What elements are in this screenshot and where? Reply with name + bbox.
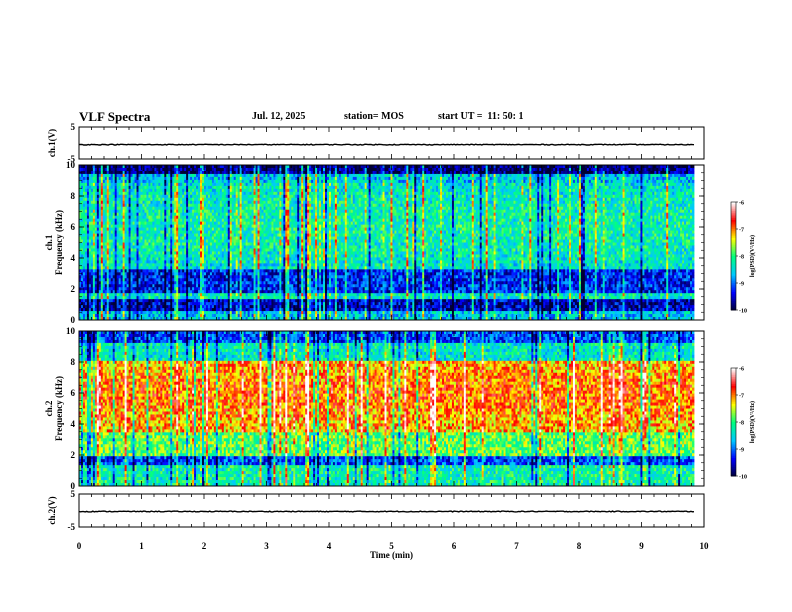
colorbar-tick-label: -6 bbox=[739, 201, 744, 207]
y-tick-label: 6 bbox=[71, 388, 76, 398]
colorbar-tick-label: -7 bbox=[739, 228, 744, 234]
colorbar-tick-label: -10 bbox=[739, 309, 747, 315]
x-tick-label: 8 bbox=[577, 541, 582, 551]
y-tick-label: 4 bbox=[71, 419, 76, 429]
y-tick-label: 8 bbox=[71, 357, 76, 367]
y-axis-label: Frequency (kHz) bbox=[54, 376, 64, 441]
y-tick-label: -5 bbox=[68, 522, 76, 532]
ch1-waveform-trace bbox=[79, 144, 694, 145]
y-axis-label: ch.2(V) bbox=[47, 496, 57, 524]
x-tick-label: 10 bbox=[700, 541, 710, 551]
colorbar-label: log(PSD)(V²/Hz) bbox=[749, 401, 756, 443]
y-tick-label: 2 bbox=[71, 284, 76, 294]
y-axis-label: ch.2 bbox=[44, 400, 54, 416]
y-tick-label: 0 bbox=[71, 315, 76, 325]
ch1-colorbar: -6 -7 -8 -9 -10 log(PSD)(V²/Hz) bbox=[731, 201, 756, 315]
x-tick-label: 1 bbox=[139, 541, 144, 551]
colorbar-tick-label: -8 bbox=[739, 255, 744, 261]
x-tick-label: 9 bbox=[639, 541, 644, 551]
x-tick-label: 0 bbox=[77, 541, 82, 551]
y-tick-label: 5 bbox=[71, 122, 76, 132]
colorbar-tick-label: -9 bbox=[739, 448, 744, 454]
ch1-spectrogram-image bbox=[79, 165, 694, 320]
x-axis-label: Time (min) bbox=[370, 550, 413, 560]
x-tick-label: 6 bbox=[452, 541, 457, 551]
y-axis-label: ch.1(V) bbox=[47, 129, 57, 157]
y-tick-label: 2 bbox=[71, 450, 76, 460]
y-tick-label: 5 bbox=[71, 489, 76, 499]
y-axis-label: ch.1 bbox=[44, 234, 54, 250]
y-tick-label: 4 bbox=[71, 253, 76, 263]
colorbar-tick-label: -9 bbox=[739, 282, 744, 288]
colorbar-tick-label: -10 bbox=[739, 475, 747, 481]
colorbar-tick-label: -7 bbox=[739, 394, 744, 400]
y-tick-label: 10 bbox=[66, 160, 76, 170]
y-tick-label: 10 bbox=[66, 326, 76, 336]
colorbar-label: log(PSD)(V²/Hz) bbox=[749, 235, 756, 277]
ch2-waveform-trace bbox=[79, 511, 694, 512]
ch2-colorbar: -6 -7 -8 -9 -10 log(PSD)(V²/Hz) bbox=[731, 367, 756, 481]
x-tick-label: 4 bbox=[327, 541, 332, 551]
colorbar-tick-label: -6 bbox=[739, 367, 744, 373]
y-tick-label: 6 bbox=[71, 222, 76, 232]
colorbar-tick-label: -8 bbox=[739, 421, 744, 427]
ch2-spectrogram-image bbox=[79, 331, 694, 486]
y-tick-label: 8 bbox=[71, 191, 76, 201]
x-tick-label: 3 bbox=[264, 541, 269, 551]
y-axis-label: Frequency (kHz) bbox=[54, 210, 64, 275]
x-tick-label: 7 bbox=[514, 541, 519, 551]
x-tick-label: 2 bbox=[202, 541, 207, 551]
